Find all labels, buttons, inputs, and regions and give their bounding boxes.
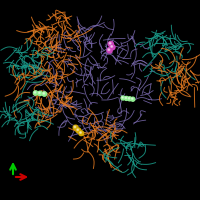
Circle shape [125,97,126,98]
Circle shape [128,97,132,101]
Circle shape [39,92,40,93]
Circle shape [43,93,44,94]
Circle shape [111,46,113,47]
Circle shape [38,91,42,96]
Circle shape [73,125,78,130]
Circle shape [109,42,111,44]
Circle shape [122,97,123,98]
Circle shape [108,41,113,47]
Circle shape [80,132,81,133]
Circle shape [128,98,130,99]
Circle shape [42,92,47,96]
Circle shape [77,129,78,130]
Circle shape [34,92,36,93]
Circle shape [79,131,84,136]
Circle shape [132,98,133,99]
Circle shape [108,49,110,51]
Circle shape [110,45,115,50]
Circle shape [107,48,112,53]
Circle shape [74,126,76,128]
Circle shape [76,128,81,133]
Circle shape [131,97,135,101]
Circle shape [121,96,125,100]
Circle shape [33,91,38,95]
Circle shape [124,96,128,100]
